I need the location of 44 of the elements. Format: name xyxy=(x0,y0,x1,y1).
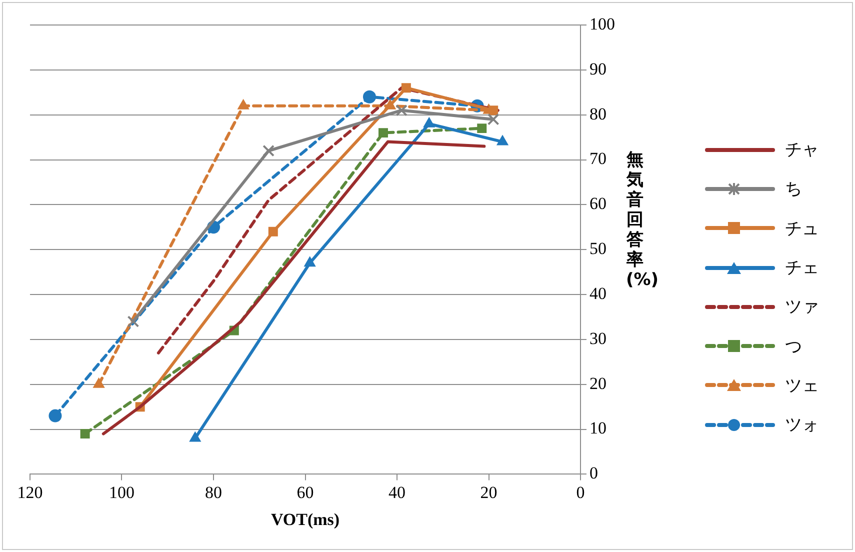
y-tick-label: 70 xyxy=(590,149,606,168)
x-tick-label: 20 xyxy=(480,482,498,502)
legend-label: ツェ xyxy=(785,374,819,397)
point xyxy=(477,124,487,134)
point xyxy=(496,135,508,146)
x-tick-label: 60 xyxy=(296,482,314,502)
point xyxy=(396,104,408,116)
y-tick-label: 30 xyxy=(590,328,606,348)
point xyxy=(238,99,250,110)
point xyxy=(487,113,500,126)
legend-label: チュ xyxy=(785,218,819,240)
legend-label: ツォ xyxy=(785,414,819,436)
point xyxy=(401,83,411,93)
point xyxy=(80,429,90,439)
x-tick-label: 0 xyxy=(576,482,585,502)
legend-label: つ xyxy=(785,336,802,358)
x-tick-label: 80 xyxy=(205,482,222,502)
x-tick-label: 100 xyxy=(109,482,134,502)
point xyxy=(423,117,435,128)
legend-label: ち xyxy=(785,178,802,200)
y-tick-label: 50 xyxy=(590,239,606,258)
point xyxy=(268,226,278,236)
y-tick-label: 20 xyxy=(590,374,606,393)
y-tick-label: 100 xyxy=(590,14,615,34)
point xyxy=(304,256,316,267)
y-tick-label: 0 xyxy=(590,464,598,483)
point xyxy=(488,106,498,116)
point xyxy=(362,90,376,104)
x-axis-title: VOT(ms) xyxy=(270,510,340,530)
y-tick-label: 90 xyxy=(590,59,606,78)
point xyxy=(378,128,388,138)
legend-label: チャ xyxy=(785,139,819,162)
legend-label: チェ xyxy=(785,257,819,280)
y-tick-label: 40 xyxy=(590,284,606,303)
legend-label: ツァ xyxy=(785,296,819,318)
y-tick-label: 10 xyxy=(590,418,606,438)
y-axis-title: 無気音回答率(%) xyxy=(626,150,659,290)
point xyxy=(262,144,274,157)
x-tick-label: 120 xyxy=(17,482,43,502)
x-tick-label: 40 xyxy=(388,482,406,502)
point xyxy=(127,316,140,328)
point xyxy=(48,409,62,422)
y-tick-label: 80 xyxy=(590,104,606,124)
y-tick-label: 60 xyxy=(590,194,606,214)
